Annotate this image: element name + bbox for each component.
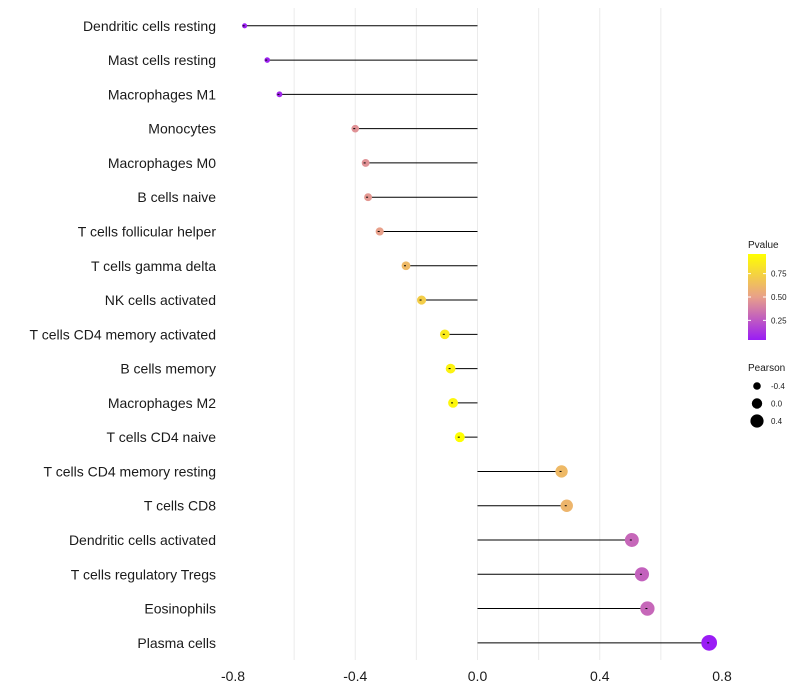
- category-label: Plasma cells: [137, 635, 216, 651]
- colorbar-tick-label: 0.25: [771, 316, 787, 325]
- category-labels: Dendritic cells resting Mast cells restin…: [30, 18, 217, 651]
- pearson-legend: Pearson -0.4 0.0 0.4: [748, 363, 785, 428]
- pearson-legend-title: Pearson: [748, 363, 785, 374]
- size-legend-label: 0.4: [771, 417, 783, 426]
- x-tick-label: -0.8: [221, 668, 245, 684]
- category-label: T cells CD8: [144, 498, 216, 514]
- x-tick-label: 0.4: [590, 668, 610, 684]
- size-legend-label: 0.0: [771, 400, 783, 409]
- category-label: Mast cells resting: [108, 52, 216, 68]
- colorbar-tick-label: 0.50: [771, 293, 787, 302]
- category-label: Dendritic cells activated: [69, 532, 216, 548]
- category-label: Macrophages M0: [108, 155, 216, 171]
- category-label: T cells CD4 memory resting: [44, 463, 216, 479]
- size-legend-label: -0.4: [771, 382, 785, 391]
- category-label: T cells CD4 memory activated: [30, 326, 216, 342]
- size-legend-dot: [750, 414, 764, 428]
- lollipop-stems: [244, 25, 710, 644]
- category-label: T cells regulatory Tregs: [71, 566, 216, 582]
- pvalue-legend-title: Pvalue: [748, 240, 779, 251]
- data-point: [264, 57, 271, 63]
- category-label: B cells naive: [137, 189, 216, 205]
- colorbar-tick-label: 0.75: [771, 270, 787, 279]
- category-label: B cells memory: [120, 361, 216, 377]
- size-legend-dot: [753, 382, 761, 390]
- category-label: T cells gamma delta: [91, 258, 216, 274]
- category-label: Monocytes: [148, 121, 216, 137]
- category-label: Dendritic cells resting: [83, 18, 216, 34]
- x-tick-label: -0.4: [343, 668, 367, 684]
- size-legend-dot: [751, 398, 763, 409]
- category-label: T cells CD4 naive: [107, 429, 217, 445]
- category-label: Eosinophils: [144, 601, 216, 617]
- grid-lines: [293, 8, 662, 660]
- x-axis-ticks: -0.8 -0.4 0.0 0.4 0.8: [221, 668, 732, 684]
- x-tick-label: 0.0: [468, 668, 488, 684]
- pvalue-legend: Pvalue 0.25 0.50 0.75: [748, 240, 787, 340]
- category-label: NK cells activated: [105, 292, 216, 308]
- x-tick-label: 0.8: [712, 668, 732, 684]
- category-label: Macrophages M2: [108, 395, 216, 411]
- category-label: T cells follicular helper: [78, 223, 217, 239]
- pvalue-colorbar: [748, 254, 766, 340]
- category-label: Macrophages M1: [108, 86, 216, 102]
- lollipop-points: [242, 23, 718, 651]
